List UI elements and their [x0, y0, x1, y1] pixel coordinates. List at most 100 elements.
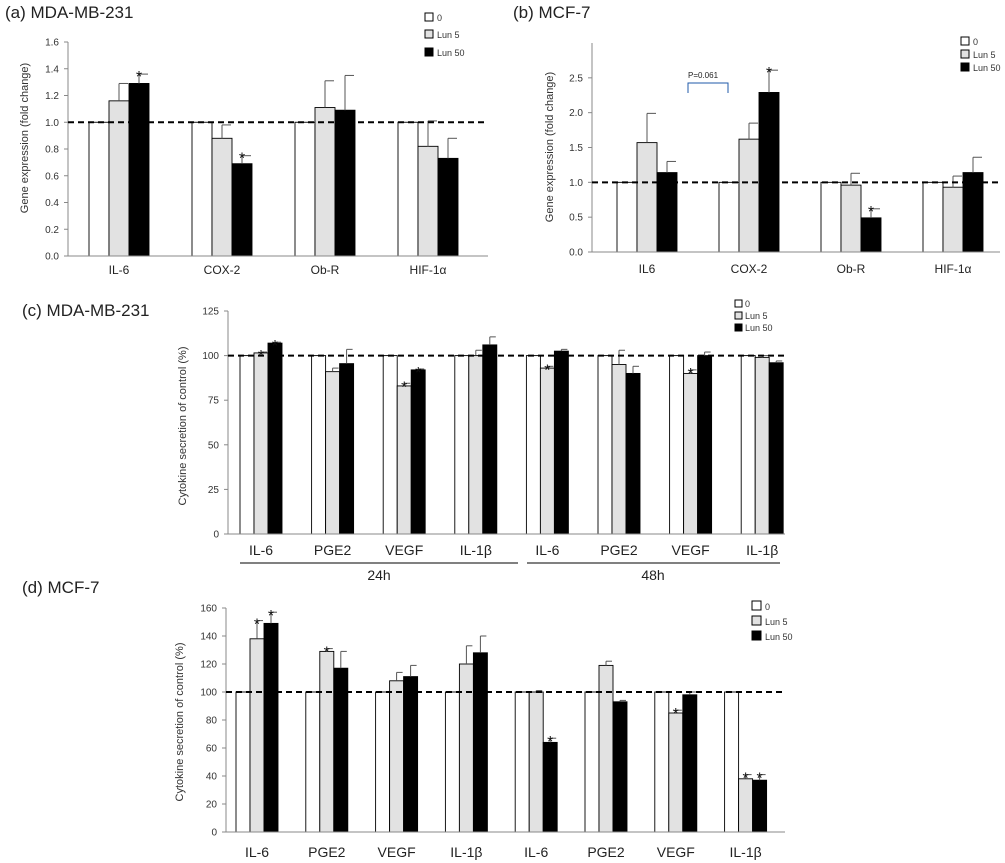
bar-lun5 — [611, 364, 627, 535]
y-tick-label: 40 — [206, 772, 218, 783]
panel-c-plot: 0 25 50 75 100 125 * * * * * * — [202, 307, 785, 541]
significance-star: * — [254, 617, 260, 634]
bar-lun5 — [942, 186, 964, 253]
panel-b-title: (b) MCF-7 — [513, 3, 590, 22]
bar-control — [454, 355, 470, 535]
bar-lun50 — [339, 363, 355, 535]
bar-control — [235, 691, 251, 833]
bar-control — [239, 355, 255, 535]
legend-label-lun50: Lun 50 — [973, 63, 1001, 73]
bar-control — [305, 691, 321, 833]
significance-star: * — [687, 366, 693, 383]
bar-lun50 — [334, 109, 356, 257]
significance-star: * — [868, 204, 874, 221]
legend-swatch-0 — [960, 36, 970, 46]
category-label: PGE2 — [308, 844, 346, 860]
panel-b-categories: IL6 COX-2 Ob-R HIF-1α — [639, 262, 972, 276]
bar-control — [922, 181, 944, 253]
panel-b-y-axis-label: Gene expression (fold change) — [544, 72, 556, 222]
bar-lun5 — [458, 663, 474, 833]
significance-star: * — [324, 645, 330, 662]
y-tick-label: 75 — [208, 396, 220, 407]
legend-swatch-lun5 — [734, 311, 743, 320]
bar-lun5 — [754, 356, 770, 535]
y-tick-label: 0.4 — [45, 198, 59, 209]
category-label: Ob-R — [311, 263, 340, 277]
bar-lun50 — [758, 92, 780, 253]
panel-a-legend: 0 Lun 5 Lun 50 — [424, 12, 465, 58]
legend-label-0: 0 — [437, 13, 442, 23]
legend-label-lun5: Lun 5 — [973, 50, 996, 60]
y-tick-label: 1.5 — [569, 143, 583, 154]
bar-lun5 — [598, 664, 614, 833]
bar-control — [525, 355, 541, 535]
panel-b: (b) MCF-7 Gene expression (fold change) … — [513, 3, 1001, 276]
significance-star: * — [673, 706, 679, 723]
significance-star: * — [136, 69, 142, 86]
bar-lun50 — [410, 369, 426, 535]
bar-lun50 — [697, 355, 713, 535]
panel-d-plot: 0 20 40 60 80 100 120 140 160 * * * * * * * — [200, 604, 785, 839]
y-tick-label: 0.2 — [45, 225, 59, 236]
y-tick-label: 0.0 — [45, 252, 59, 263]
bar-lun5 — [325, 371, 341, 535]
bar-lun50 — [128, 83, 150, 257]
category-label: IL-6 — [524, 844, 548, 860]
bar-lun50 — [263, 622, 279, 833]
significance-star: * — [547, 734, 553, 751]
bar-control — [311, 355, 327, 535]
category-label: IL-1β — [460, 542, 492, 558]
bar-lun5 — [249, 638, 265, 833]
bar-lun50 — [482, 344, 498, 535]
y-tick-label: 0.8 — [45, 145, 59, 156]
category-label: HIF-1α — [410, 263, 447, 277]
y-tick-label: 100 — [200, 688, 217, 699]
y-tick-label: 125 — [202, 307, 219, 318]
bar-control — [88, 121, 110, 257]
group-label-48h: 48h — [641, 567, 664, 583]
y-tick-label: 0 — [213, 530, 219, 541]
bar-control — [584, 691, 600, 833]
y-tick-label: 0.0 — [569, 248, 583, 259]
category-label: VEGF — [672, 542, 710, 558]
bar-control — [616, 181, 638, 253]
legend-swatch-0 — [734, 299, 743, 308]
bar-lun50 — [625, 372, 641, 535]
bar-lun50 — [962, 172, 984, 253]
category-label: COX-2 — [731, 262, 768, 276]
panel-a: (a) MDA-MB-231 Gene expression (fold cha… — [5, 3, 488, 277]
bar-lun50 — [403, 676, 419, 833]
category-label: HIF-1α — [935, 262, 972, 276]
panel-d-y-axis-label: Cytokine secretion of control (%) — [174, 643, 186, 802]
bar-control — [597, 355, 613, 535]
bar-control — [820, 181, 842, 253]
bar-control — [294, 121, 316, 257]
bar-lun5 — [528, 691, 544, 833]
panel-d-legend: 0 Lun 5 Lun 50 — [751, 600, 793, 642]
y-tick-label: 0.6 — [45, 171, 59, 182]
bar-lun50 — [656, 172, 678, 253]
bar-lun5 — [108, 100, 130, 257]
bar-lun50 — [437, 157, 459, 257]
panel-d: (d) MCF-7 Cytokine secretion of control … — [22, 578, 793, 860]
y-tick-label: 1.6 — [45, 38, 59, 49]
legend-label-lun50: Lun 50 — [745, 323, 773, 333]
bar-lun50 — [267, 342, 283, 535]
panel-c-legend: 0 Lun 5 Lun 50 — [734, 299, 773, 333]
group-label-24h: 24h — [367, 567, 390, 583]
bar-lun50 — [612, 701, 628, 833]
bar-lun5 — [683, 372, 699, 535]
bar-lun50 — [768, 362, 784, 535]
significance-star: * — [415, 365, 421, 382]
panel-a-y-axis-label: Gene expression (fold change) — [19, 63, 31, 213]
bar-lun50 — [860, 217, 882, 253]
panel-a-plot: 0.0 0.2 0.4 0.6 0.8 1.0 1.2 1.4 1.6 * * — [45, 38, 488, 263]
significance-star: * — [544, 362, 550, 379]
significance-star: * — [742, 771, 748, 788]
bar-control — [375, 691, 391, 833]
category-label: COX-2 — [204, 263, 241, 277]
legend-swatch-lun5 — [751, 615, 762, 626]
legend-label-lun50: Lun 50 — [765, 632, 793, 642]
legend-label-0: 0 — [973, 37, 978, 47]
